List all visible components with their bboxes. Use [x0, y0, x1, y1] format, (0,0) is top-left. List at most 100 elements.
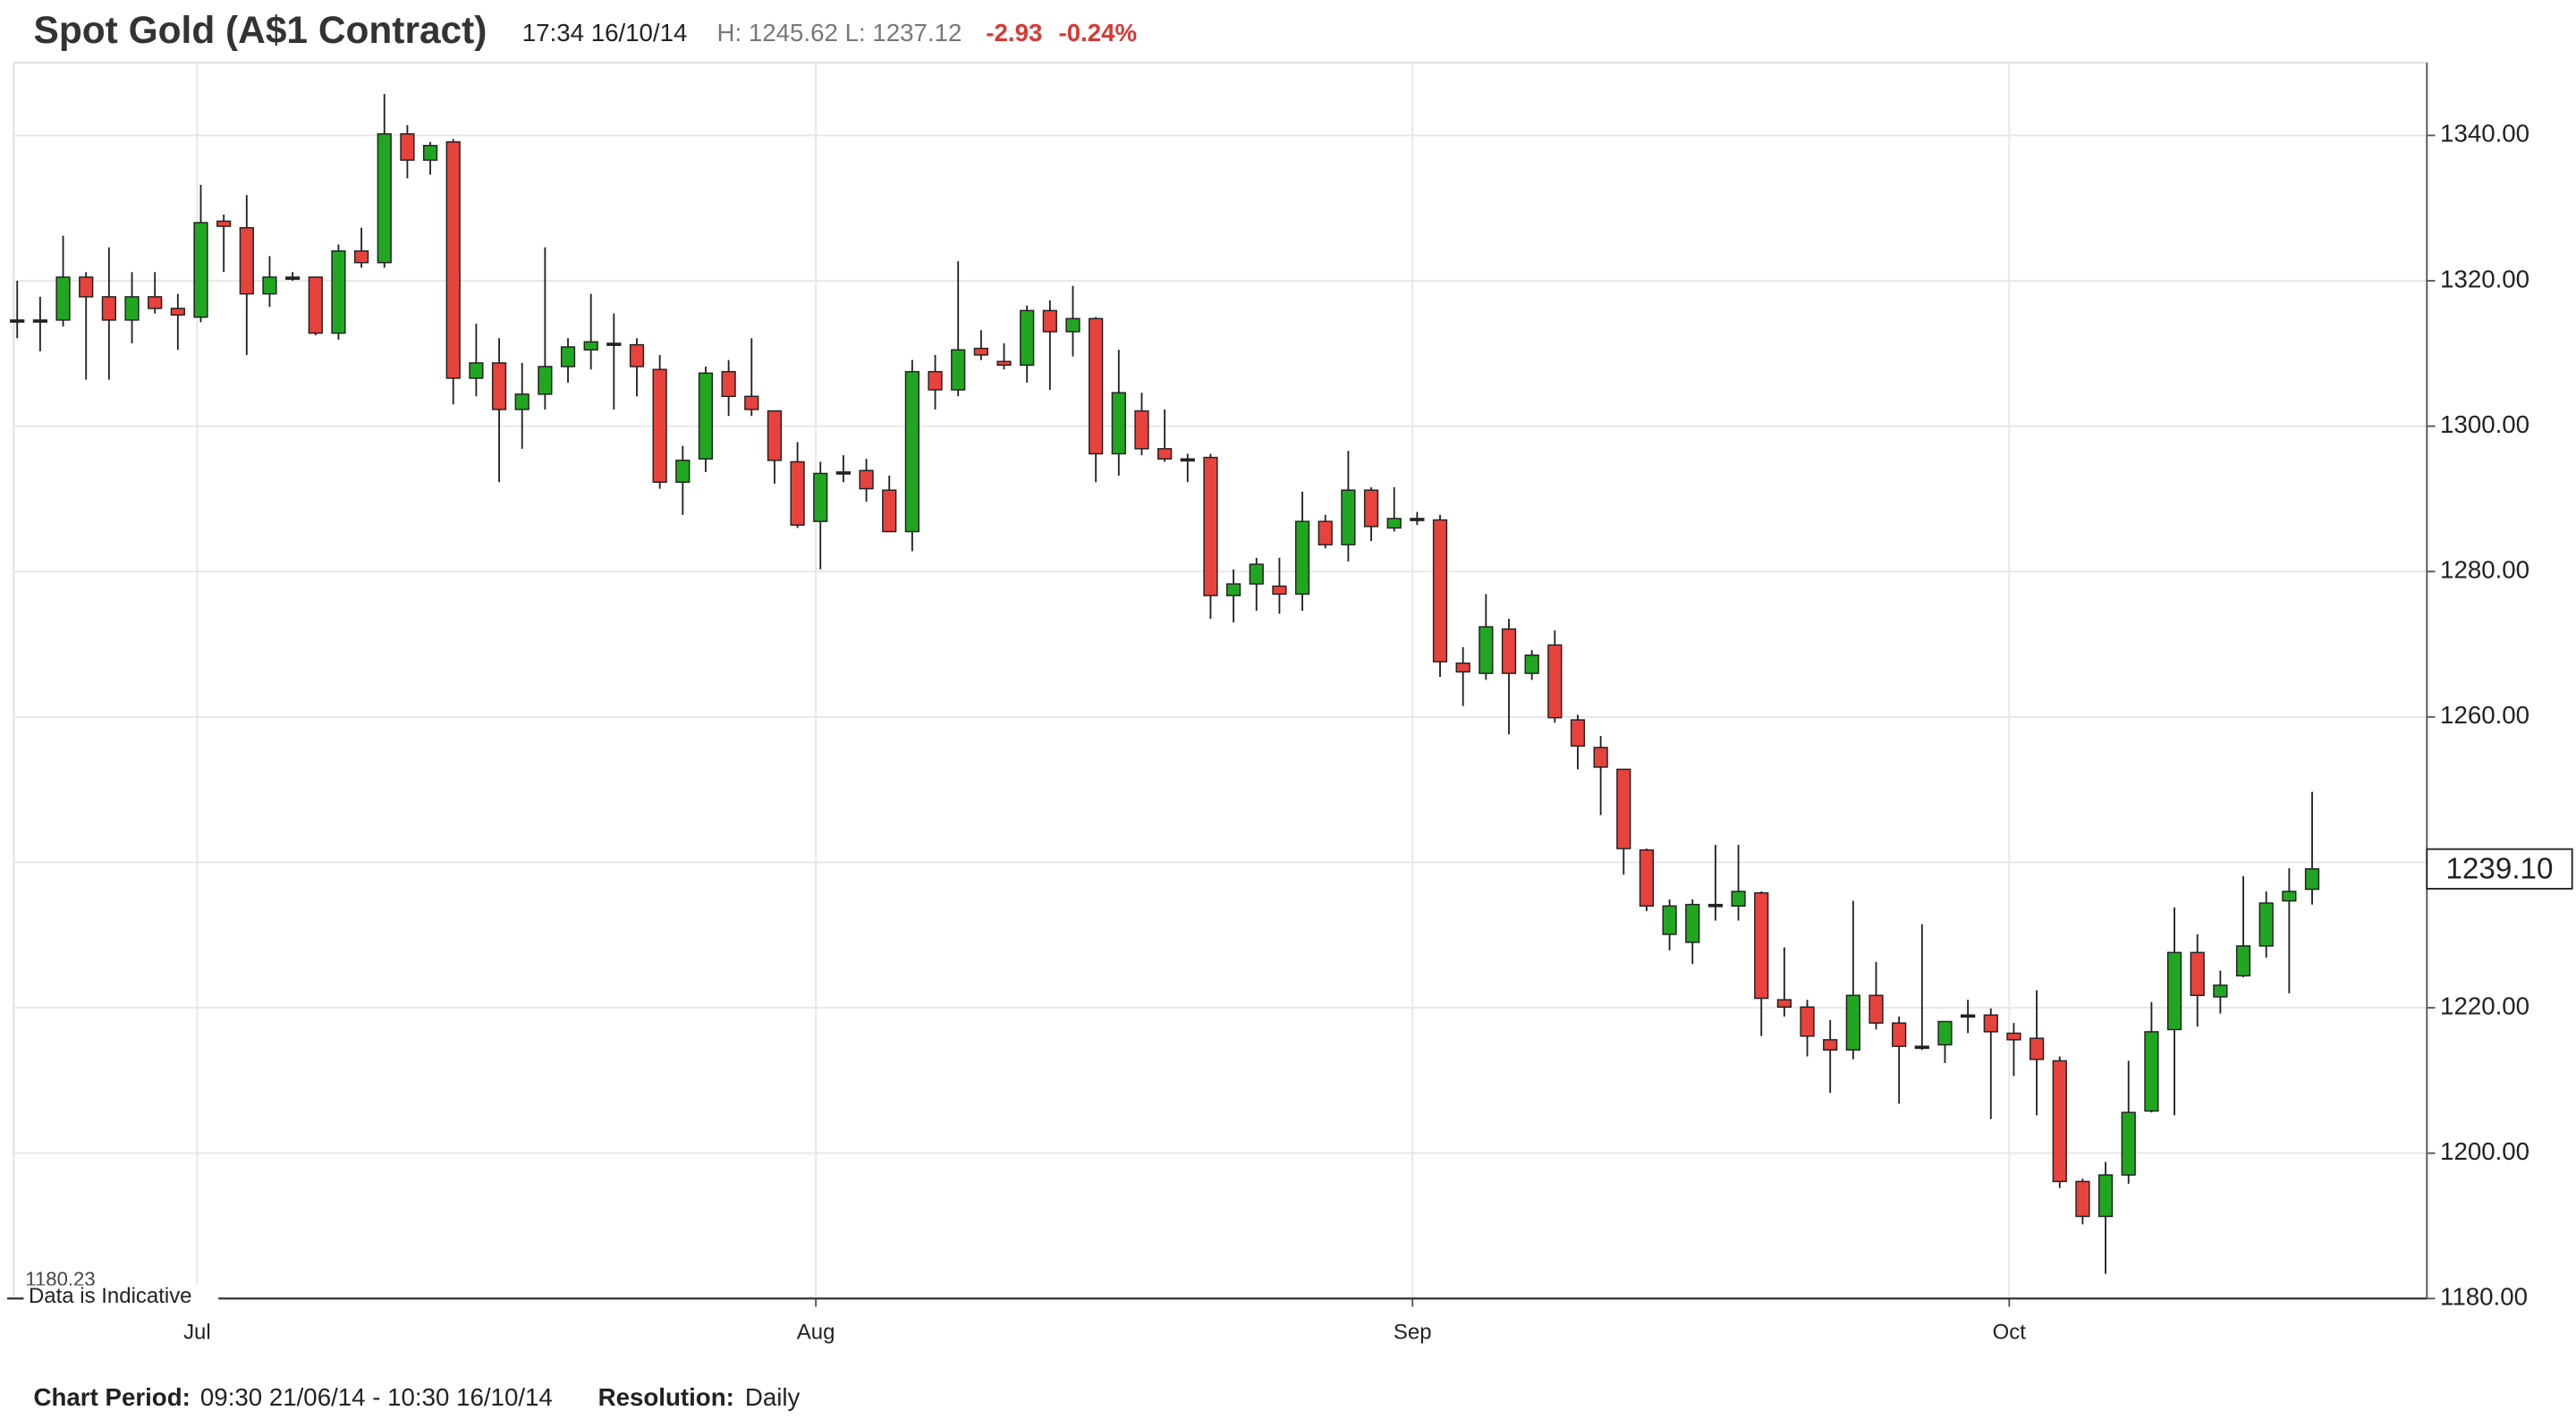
y-tick-label: 1300.00: [2440, 410, 2529, 438]
candle-body: [1089, 317, 1104, 455]
candle-body: [675, 460, 691, 483]
candle-body: [1776, 999, 1792, 1008]
candle-body: [813, 472, 828, 522]
candle-body: [1432, 519, 1448, 663]
candle-body: [721, 370, 736, 398]
candle-body: [2144, 1031, 2159, 1112]
candle-body: [1249, 563, 1264, 585]
footer-resolution-label: Resolution:: [598, 1383, 734, 1411]
y-tick-label: 1260.00: [2440, 701, 2529, 729]
candle-body: [951, 349, 966, 391]
header-time: 17:34 16/10/14: [522, 19, 688, 46]
candle-body: [1363, 489, 1379, 528]
chart-title: Spot Gold (A$1 Contract): [34, 9, 487, 51]
y-tick-label: 1220.00: [2440, 992, 2529, 1019]
candle-body: [1639, 849, 1655, 907]
candle-body: [1341, 489, 1356, 545]
candle-body: [239, 226, 254, 295]
candle-body: [1868, 994, 1884, 1024]
candle-body: [1570, 719, 1586, 748]
candle-body: [1823, 1039, 1838, 1051]
candle-body: [1134, 410, 1149, 450]
candle-body: [170, 308, 185, 316]
candle-body: [2258, 902, 2274, 947]
footer-period-label: Chart Period:: [34, 1383, 191, 1411]
candle-body: [996, 360, 1012, 367]
candle-body: [2029, 1037, 2045, 1060]
x-tick-label: Sep: [1394, 1320, 1432, 1344]
candle-body: [1685, 903, 1700, 943]
candle-body: [101, 296, 116, 321]
candle-body: [859, 469, 874, 490]
candle-body: [973, 347, 988, 356]
candle-body: [606, 342, 622, 346]
candle-body: [2166, 951, 2182, 1031]
candle-body: [538, 366, 553, 395]
candle-body: [1547, 644, 1563, 719]
candle-body: [445, 141, 461, 379]
candle-body: [1225, 583, 1241, 596]
candle-body: [1983, 1014, 1998, 1033]
candle-body: [1731, 891, 1746, 907]
footer-period: 09:30 21/06/14 - 10:30 16/10/14: [200, 1383, 553, 1411]
candle-body: [1479, 626, 1494, 674]
candle-body: [79, 276, 94, 298]
candle-body: [1662, 905, 1677, 935]
candle-body: [1845, 994, 1860, 1051]
candle-body: [148, 296, 163, 309]
x-tick-label: Oct: [1993, 1320, 2027, 1344]
candle-body: [193, 222, 208, 318]
candle-body: [2190, 951, 2205, 996]
candle-body: [1020, 309, 1035, 367]
candle-body: [1294, 520, 1310, 595]
last-price-label: 1239.10: [2445, 852, 2553, 885]
header-change: -2.93: [986, 19, 1042, 46]
candle-body: [583, 341, 598, 351]
candle-body: [835, 471, 852, 475]
candle-body: [32, 319, 48, 323]
candle-body: [1754, 891, 1769, 1000]
candle-body: [1501, 628, 1517, 674]
candle-body: [1800, 1006, 1815, 1037]
candle-body: [2282, 891, 2297, 902]
last-price-box: [2426, 848, 2573, 890]
candle-body: [1616, 768, 1631, 849]
candle-body: [767, 410, 783, 461]
candle-body: [216, 220, 232, 227]
candle-body: [790, 460, 805, 526]
candle-body: [2006, 1032, 2021, 1041]
candle-body: [2121, 1111, 2136, 1176]
candle-body: [1065, 317, 1080, 333]
y-tick-label: 1200.00: [2440, 1137, 2529, 1165]
candle-body: [560, 346, 576, 367]
candle-body: [1914, 1045, 1929, 1050]
header-change-pct: -0.24%: [1058, 19, 1137, 46]
candle-body: [2235, 945, 2251, 977]
candle-body: [1180, 458, 1195, 462]
candle-body: [629, 343, 645, 367]
candle-body: [904, 370, 920, 533]
note: Data is Indicative: [29, 1284, 192, 1308]
candle-body: [1386, 518, 1402, 529]
footer-resolution: Daily: [745, 1383, 801, 1411]
candle-body: [1937, 1020, 1953, 1046]
candle-body: [1410, 518, 1425, 521]
candle-body: [514, 393, 530, 410]
y-tick-label: 1340.00: [2440, 120, 2529, 148]
candle-body: [928, 370, 943, 391]
candle-body: [882, 489, 897, 533]
candle-body: [2304, 868, 2320, 891]
candle-body: [1593, 747, 1608, 768]
candle-body: [1042, 309, 1057, 333]
y-tick-label: 1320.00: [2440, 265, 2529, 292]
candle-body: [1961, 1014, 1976, 1018]
candle-body: [491, 362, 507, 410]
note-bg: [23, 1285, 219, 1309]
candle-body: [285, 276, 301, 280]
x-tick-label: Aug: [797, 1320, 835, 1344]
candle-body: [353, 249, 369, 264]
candle-body: [331, 249, 346, 334]
